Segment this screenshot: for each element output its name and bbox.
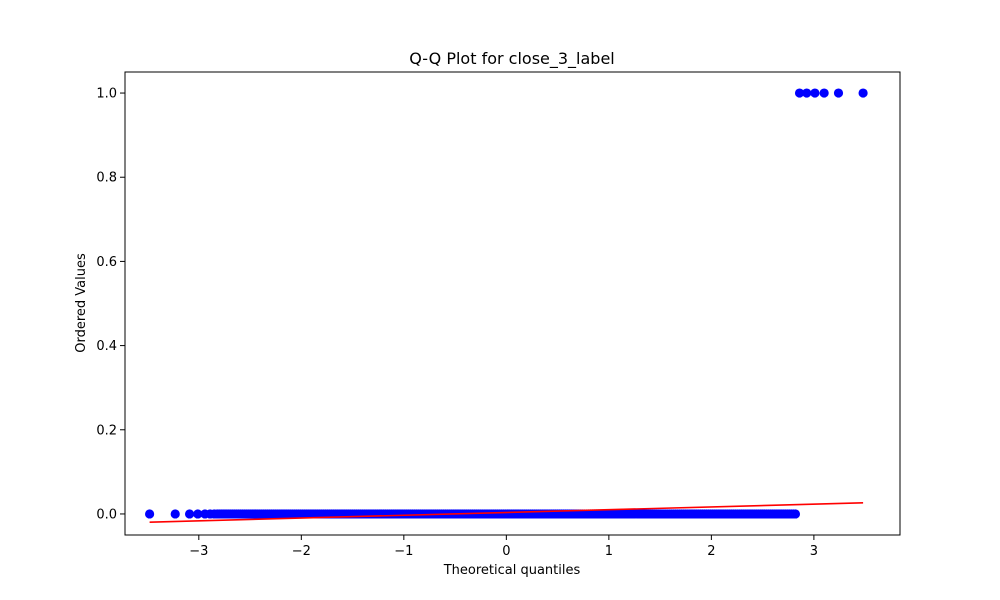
- y-tick-label: 0.0: [96, 507, 117, 522]
- data-point: [145, 509, 155, 519]
- x-axis-ticks: −3 −2 −1 0 1 2 3: [189, 535, 818, 559]
- points-layer: [145, 88, 868, 519]
- data-point: [790, 509, 801, 519]
- y-axis-label: Ordered Values: [74, 253, 89, 353]
- y-tick-label: 0.4: [96, 339, 117, 354]
- data-point: [170, 509, 180, 519]
- y-tick-label: 1.0: [96, 87, 117, 102]
- axes-frame: [124, 71, 901, 536]
- x-tick-label: 1: [605, 544, 613, 559]
- x-tick-label: 3: [810, 544, 818, 559]
- x-tick-label: −2: [292, 544, 311, 559]
- fit-line-layer: [149, 502, 864, 523]
- data-point: [184, 509, 195, 519]
- fit-line: [149, 502, 864, 523]
- chart-title: Q-Q Plot for close_3_label: [409, 49, 615, 69]
- data-point: [802, 88, 812, 98]
- y-tick-label: 0.6: [96, 255, 117, 270]
- y-axis-ticks: 0.0 0.2 0.4 0.6 0.8 1.0: [96, 87, 125, 522]
- data-point: [193, 509, 203, 519]
- data-point: [819, 88, 829, 98]
- y-tick-label: 0.8: [96, 171, 117, 186]
- x-axis-label: Theoretical quantiles: [443, 563, 581, 578]
- data-point: [794, 88, 805, 98]
- x-tick-label: −1: [394, 544, 413, 559]
- data-point: [858, 88, 868, 98]
- data-point: [833, 88, 844, 98]
- x-tick-label: −3: [189, 544, 208, 559]
- x-tick-label: 0: [502, 544, 510, 559]
- x-tick-label: 2: [707, 544, 715, 559]
- data-point: [810, 88, 820, 98]
- y-tick-label: 0.2: [96, 423, 117, 438]
